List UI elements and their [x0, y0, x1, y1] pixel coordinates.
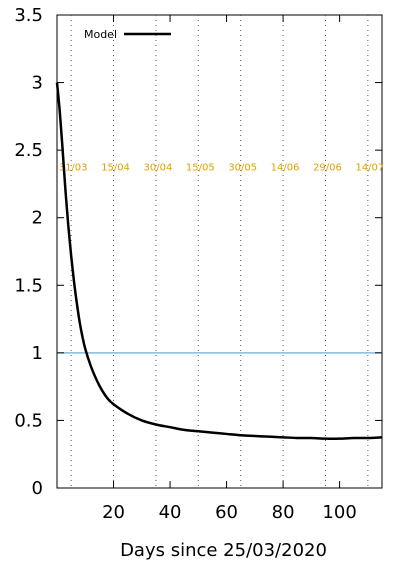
date-marker-label: 30/05: [228, 162, 257, 173]
y-tick-label: 2.5: [14, 140, 43, 161]
date-marker-label: 29/06: [313, 162, 342, 173]
x-axis-title: Days since 25/03/2020: [120, 540, 327, 561]
date-markers: 31/03 15/04 30/04 15/05 30/05 14/06 29/06 14/07: [59, 15, 384, 488]
y-tick-label: 1: [32, 343, 43, 364]
axis-ticks: 0 0.5 1 1.5 2 2.5 3 3.5 20 40 60 80 100: [14, 5, 382, 523]
series-group: [55, 82, 383, 441]
date-marker-label: 14/06: [271, 162, 300, 173]
legend: Model: [84, 28, 171, 41]
legend-label-model: Model: [84, 28, 117, 41]
y-tick-label: 3: [32, 73, 43, 94]
x-tick-label: 80: [272, 502, 295, 523]
date-marker-label: 14/07: [355, 162, 384, 173]
date-marker-label: 31/03: [59, 162, 88, 173]
date-marker-label: 15/04: [101, 162, 130, 173]
x-tick-label: 100: [322, 502, 356, 523]
series-line-model: [55, 82, 383, 441]
y-tick-label: 0: [32, 478, 43, 499]
y-tick-label: 2: [32, 208, 43, 229]
plot-frame: [56, 14, 383, 489]
y-tick-label: 1.5: [14, 275, 43, 296]
x-tick-label: 40: [159, 502, 182, 523]
y-tick-label: 3.5: [14, 5, 43, 26]
y-tick-label: 0.5: [14, 410, 43, 431]
x-tick-label: 60: [215, 502, 238, 523]
date-marker-label: 30/04: [143, 162, 172, 173]
x-tick-label: 20: [102, 502, 125, 523]
date-marker-label: 15/05: [186, 162, 215, 173]
